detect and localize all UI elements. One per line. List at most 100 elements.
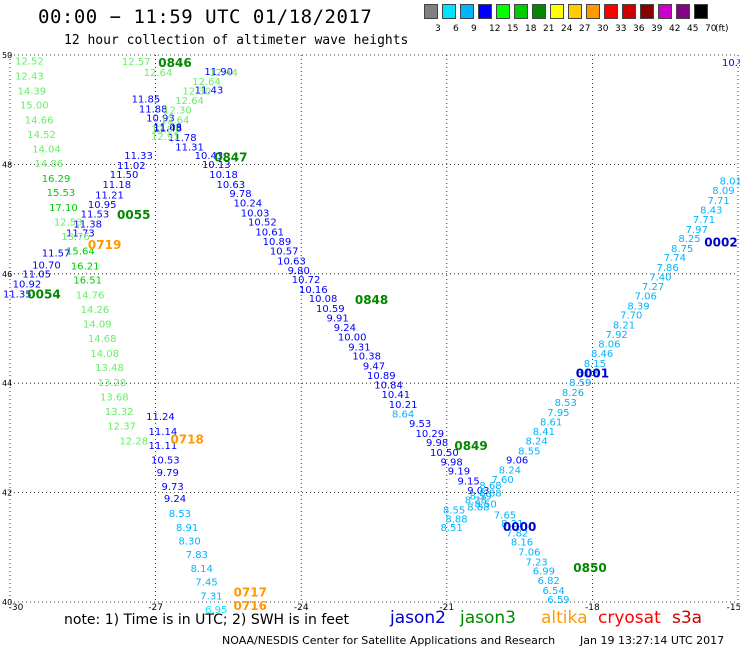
wave-height-label: 12.91 [151, 125, 180, 136]
wave-height-label: 8.46 [591, 349, 613, 360]
colorbar-swatch [496, 4, 510, 19]
y-tick-label: 44 [2, 379, 12, 388]
wave-height-label: 6.82 [538, 576, 560, 587]
wave-height-label: 9.15 [458, 476, 480, 487]
wave-height-label: 8.55 [443, 505, 465, 516]
wave-height-label: 9.79 [157, 468, 179, 479]
chart-title: 00:00 − 11:59 UTC 01/18/2017 [38, 6, 373, 28]
wave-height-label: 11.35 [3, 289, 32, 300]
generated-date: Jan 19 13:27:14 UTC 2017 [580, 634, 725, 647]
pass-time-label: 0716 [234, 599, 267, 613]
wave-height-label: 9.31 [348, 342, 370, 353]
wave-height-label: 11.14 [149, 427, 178, 438]
wave-height-label: 6.59 [547, 595, 569, 606]
wave-height-label: 8.68 [479, 481, 501, 492]
pass-time-label: 0849 [454, 439, 487, 453]
wave-height-label: 7.92 [606, 330, 628, 341]
wave-height-label: 9.24 [334, 323, 356, 334]
colorbar-swatch [514, 4, 528, 19]
wave-height-label: 11.57 [42, 248, 71, 259]
wave-height-label: 7.71 [693, 215, 715, 226]
wave-height-label: 11.18 [102, 180, 131, 191]
colorbar-label: 36 [633, 24, 645, 34]
x-tick-label: -27 [148, 603, 163, 613]
wave-height-label: 14.39 [18, 86, 47, 97]
data-labels: 11.90 11.43 11.8511.8810.9311.0811.4811.78… [3, 56, 740, 616]
y-tick-label: 42 [2, 489, 12, 498]
colorbar-label: 45 [687, 24, 699, 34]
colorbar-label: 39 [651, 24, 663, 34]
wave-height-label: 13.28 [98, 378, 127, 389]
wave-height-label: 11.02 [117, 161, 146, 172]
wave-height-label: 12.64 [161, 115, 190, 126]
wave-height-label: 8.75 [671, 244, 693, 255]
wave-height-label: 14.76 [76, 290, 105, 301]
pass-time-label: 0717 [234, 586, 267, 600]
wave-height-label: 8.08 [576, 369, 598, 380]
x-tick-label: -24 [294, 603, 309, 613]
wave-height-label: 12.53 [54, 218, 83, 229]
wave-height-label: 7.60 [491, 475, 513, 486]
pass-time-label: 0055 [117, 208, 150, 222]
wave-height-label: 8.64 [392, 410, 414, 421]
wave-height-label: 11.31 [175, 143, 204, 154]
wave-height-label: 8.09 [712, 186, 734, 197]
wave-height-label: 10.08 [309, 294, 338, 305]
x-tick-label: -18 [585, 603, 600, 613]
wave-height-label: 17.10 [49, 203, 78, 214]
colorbar-label: 3 [435, 24, 441, 34]
wave-height-label: 13.32 [105, 407, 134, 418]
colorbar-swatch [442, 4, 456, 19]
colorbar-swatch [532, 4, 546, 19]
wave-height-label: 11.73 [66, 229, 95, 240]
wave-height-label: 12.91 [151, 132, 180, 143]
wave-height-label: 10.29 [415, 429, 444, 440]
wave-height-label: 14.66 [25, 115, 54, 126]
wave-height-label: 9.80 [288, 266, 310, 277]
wave-height-label: 14.52 [27, 130, 56, 141]
wave-height-label: 10.03 [241, 208, 270, 219]
wave-height-label: 12.43 [15, 72, 44, 83]
wave-height-label: 11.85 [132, 95, 161, 106]
wave-height-label: 8.25 [678, 234, 700, 245]
legend-s3a: s3a [672, 608, 703, 628]
wave-height-label: 12.37 [107, 422, 136, 433]
wave-height-label: 15.64 [66, 247, 95, 258]
wave-height-label: 10.70 [32, 260, 61, 271]
wave-height-label: 8.16 [511, 538, 533, 549]
wave-height-label: 13.48 [95, 363, 124, 374]
pass-time-label: 0001 [576, 367, 609, 381]
y-tick-label: 46 [2, 270, 12, 279]
wave-height-label: 11.38 [73, 219, 102, 230]
wave-height-label: 7.45 [195, 578, 217, 589]
wave-height-label: 7.23 [525, 557, 547, 568]
wave-height-label: 7.40 [649, 272, 671, 283]
legend-cryosat: cryosat [598, 608, 661, 628]
legend-jason3: jason3 [460, 608, 516, 628]
wave-height-label: 8.41 [533, 427, 555, 438]
wave-height-label: 11.88 [139, 104, 168, 115]
wave-height-label: 10.18 [209, 170, 238, 181]
wave-height-label: 11.43 [195, 85, 224, 96]
wave-height-label: 10.52 [248, 218, 277, 229]
wave-height-label: 8.26 [562, 388, 584, 399]
axis-tick-labels: -30 -27 -24 -21 -18 -15 50 48 46 44 42 40 [2, 51, 740, 613]
wave-height-label: 11.21 [95, 190, 124, 201]
wave-height-label: 10.95 [88, 200, 117, 211]
wave-height-label: 10.43 [195, 151, 224, 162]
wave-height-label: 11.24 [146, 412, 175, 423]
wave-height-label: 6.99 [533, 567, 555, 578]
wave-height-label: 8.21 [501, 519, 523, 530]
y-tick-label: 40 [2, 598, 12, 607]
pass-time-label: 0000 [503, 520, 536, 534]
colorbar-unit: (ft) [715, 24, 729, 34]
wave-height-label: 10.21 [389, 400, 418, 411]
wave-height-label: 12.30 [163, 106, 192, 117]
wave-height-label: 10.61 [255, 228, 284, 239]
colorbar-label: 15 [507, 24, 519, 34]
wave-height-label: 9.73 [161, 482, 183, 493]
wave-height-label: 12.52 [15, 56, 44, 67]
wave-height-label: 14.08 [90, 349, 119, 360]
wave-height-label: 8.43 [700, 206, 722, 217]
